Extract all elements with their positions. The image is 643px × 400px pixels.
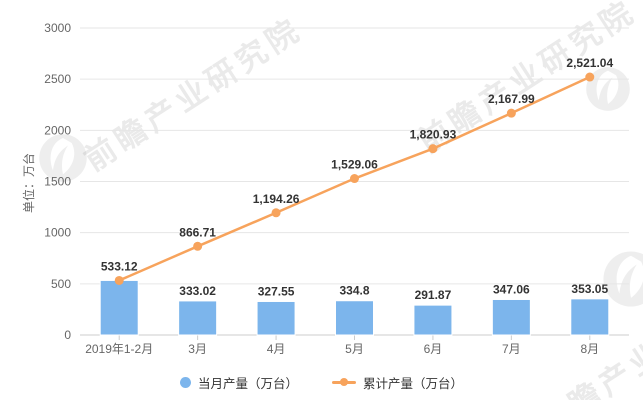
line-data-label: 866.71 [179,225,216,239]
y-axis-tick-label: 500 [51,277,71,291]
y-axis-tick-label: 2500 [44,72,71,86]
x-axis-category-label: 7月 [502,342,521,356]
line-series-marker-icon [332,377,356,388]
legend-item-cumulative-production[interactable]: 累计产量（万台） [332,373,463,392]
y-axis-tick-label: 3000 [44,21,71,35]
x-axis-category-label: 2019年1-2月 [85,342,153,356]
line-data-label: 1,820.93 [410,128,457,142]
line-data-label: 2,521.04 [566,56,613,70]
y-axis-tick-label: 0 [64,328,71,342]
line-point-marker[interactable] [585,72,595,82]
line-data-label: 533.12 [101,259,138,273]
x-axis-category-label: 8月 [580,342,599,356]
legend-item-monthly-production[interactable]: 当月产量（万台） [179,373,298,392]
bar-data-label: 327.55 [258,284,295,298]
line-point-marker[interactable] [271,208,281,218]
bar-data-label: 353.05 [571,282,608,296]
bar-data-label: 291.87 [415,288,452,302]
bar-series-marker-icon [179,376,191,388]
bar-monthly-production[interactable] [570,298,610,336]
bar-monthly-production[interactable] [99,279,139,336]
line-point-marker[interactable] [114,275,124,285]
bar-monthly-production[interactable] [335,300,374,336]
y-axis-tick-label: 1500 [44,175,71,189]
bar-monthly-production[interactable] [413,304,453,336]
legend-label-monthly: 当月产量（万台） [197,376,298,391]
y-axis-tick-label: 2000 [44,123,71,137]
y-axis-tick-label: 1000 [44,226,71,240]
line-point-marker[interactable] [506,108,516,118]
x-axis-category-label: 4月 [267,342,286,356]
bar-monthly-production[interactable] [178,300,218,336]
legend: 当月产量（万台） 累计产量（万台） [0,371,643,393]
x-axis-category-label: 3月 [188,342,207,356]
bar-monthly-production[interactable] [256,300,296,336]
x-axis-category-label: 5月 [345,342,364,356]
line-point-marker[interactable] [350,174,359,184]
bar-data-label: 334.8 [339,284,369,298]
line-data-label: 1,529.06 [331,158,378,172]
line-data-label: 2,167.99 [488,92,535,106]
x-axis-category-label: 6月 [424,342,443,356]
bar-monthly-production[interactable] [491,298,531,336]
line-data-label: 1,194.26 [253,192,300,206]
line-point-marker[interactable] [193,241,203,251]
bar-data-label: 347.06 [493,282,530,296]
bar-data-label: 333.02 [179,284,216,298]
line-point-marker[interactable] [428,144,438,154]
legend-label-cumulative: 累计产量（万台） [363,376,464,391]
